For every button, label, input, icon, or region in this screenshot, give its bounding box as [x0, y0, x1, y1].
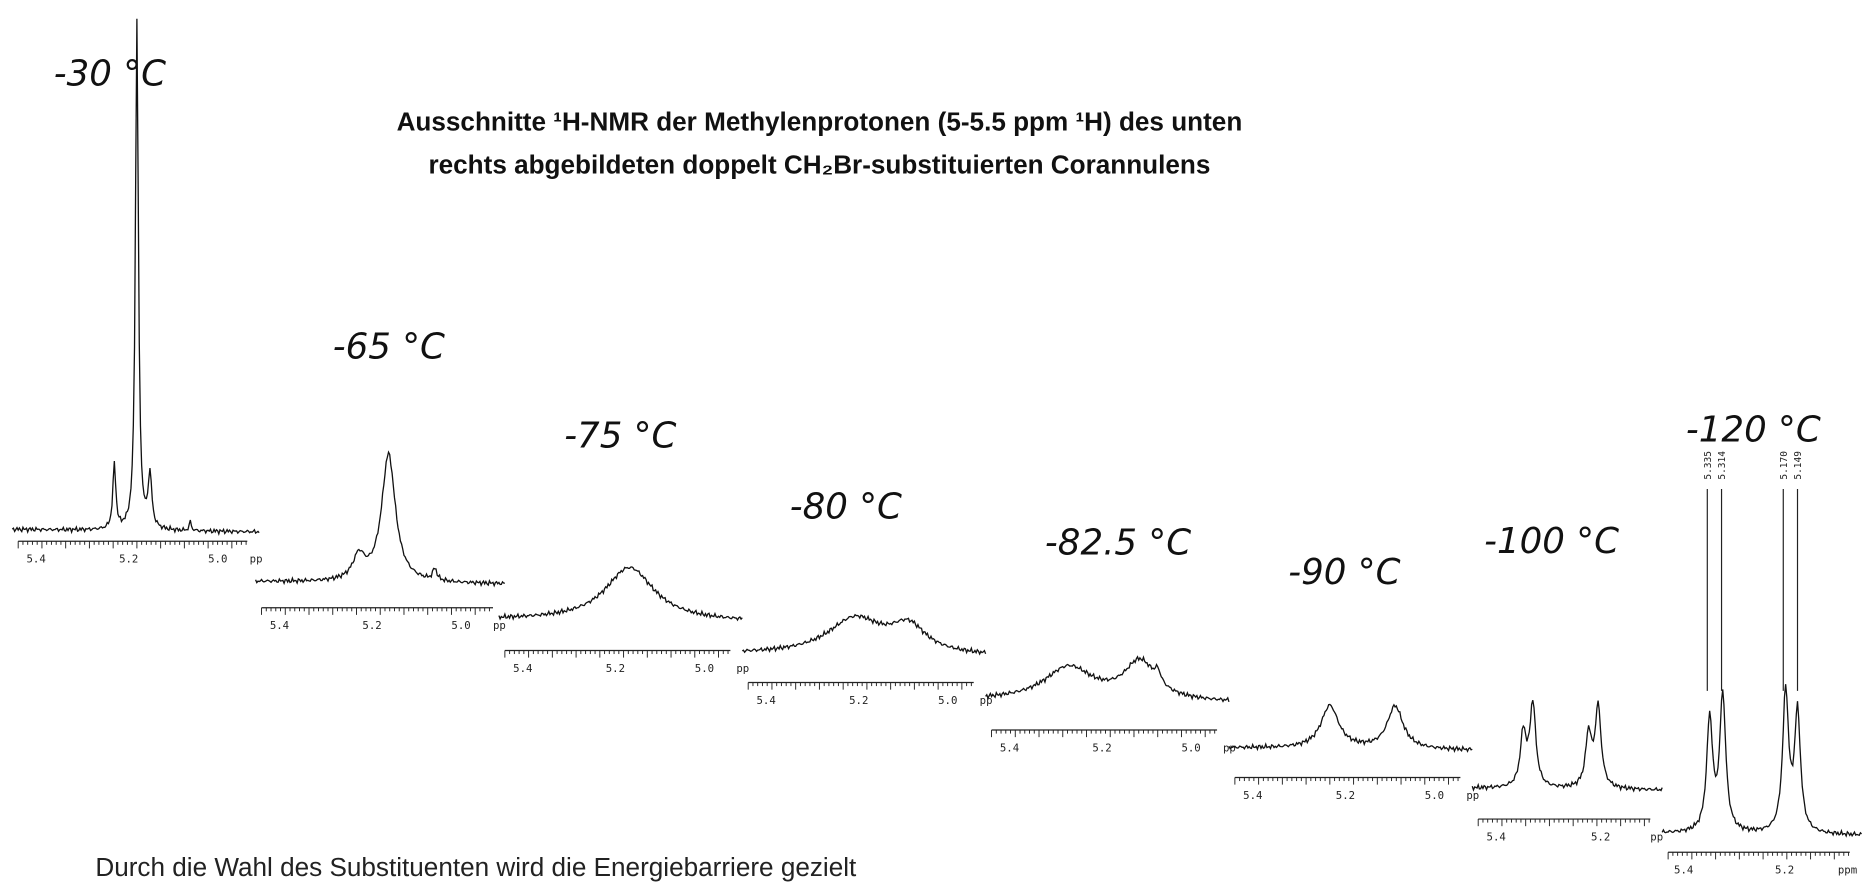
axis-label: 5.2 — [1092, 741, 1111, 754]
peak-label: 5.170 — [1779, 451, 1790, 480]
spectrum-trace — [1661, 684, 1862, 838]
spectrum-trace — [985, 655, 1230, 703]
peak-label: 5.149 — [1793, 451, 1804, 480]
footer-text: Durch die Wahl des Substituenten wird di… — [95, 852, 857, 882]
axis-label: 5.0 — [208, 553, 227, 566]
spectrum-trace — [1228, 703, 1473, 753]
axis-label: 5.4 — [513, 662, 532, 675]
spectrum-trace — [741, 613, 987, 656]
axis-label: 5.4 — [1674, 864, 1693, 877]
axis-label: 5.0 — [938, 694, 957, 707]
spectrum-trace — [11, 18, 260, 536]
temperature-label: -30 °C — [54, 53, 166, 94]
axis-label: 5.0 — [451, 619, 470, 632]
spectrum-trace — [254, 450, 505, 588]
spectrum-trace — [498, 566, 743, 622]
axis-label: 5.4 — [1243, 789, 1262, 802]
temperature-label: -90 °C — [1288, 552, 1400, 593]
temperature-label: -75 °C — [564, 415, 676, 456]
title-line: Ausschnitte ¹H-NMR der Methylenprotonen … — [397, 107, 1243, 137]
temperature-label: -82.5 °C — [1045, 522, 1191, 563]
peak-label: 5.314 — [1717, 451, 1728, 480]
axis-label: 5.0 — [1181, 741, 1200, 754]
axis-label: 5.0 — [1425, 789, 1444, 802]
axis-label: 5.4 — [757, 694, 776, 707]
axis-label: pp — [980, 694, 993, 707]
axis-label: ppm — [1838, 864, 1857, 877]
axis-label: 5.4 — [1487, 830, 1506, 843]
title-line: rechts abgebildeten doppelt CH₂Br-substi… — [428, 149, 1210, 179]
temperature-label: -100 °C — [1484, 521, 1619, 562]
axis-label: 5.2 — [119, 553, 138, 566]
axis-label: 5.2 — [1775, 864, 1794, 877]
temperature-label: -80 °C — [790, 487, 902, 528]
axis-label: pp — [1466, 789, 1479, 802]
axis-label: 5.4 — [270, 619, 289, 632]
spectrum-trace — [1471, 700, 1663, 793]
axis-label: 5.4 — [27, 553, 46, 566]
temperature-label: -65 °C — [333, 326, 445, 367]
axis-label: pp — [493, 619, 506, 632]
temperature-label: -120 °C — [1686, 410, 1821, 451]
axis-label: 5.2 — [1591, 830, 1610, 843]
axis-label: pp — [1650, 830, 1663, 843]
axis-label: 5.2 — [1336, 789, 1355, 802]
axis-label: 5.0 — [695, 662, 714, 675]
axis-label: 5.2 — [606, 662, 625, 675]
axis-label: pp — [250, 553, 263, 566]
axis-label: 5.2 — [849, 694, 868, 707]
axis-label: pp — [736, 662, 749, 675]
axis-label: 5.4 — [1000, 741, 1019, 754]
axis-label: 5.2 — [362, 619, 381, 632]
peak-label: 5.335 — [1703, 451, 1714, 480]
